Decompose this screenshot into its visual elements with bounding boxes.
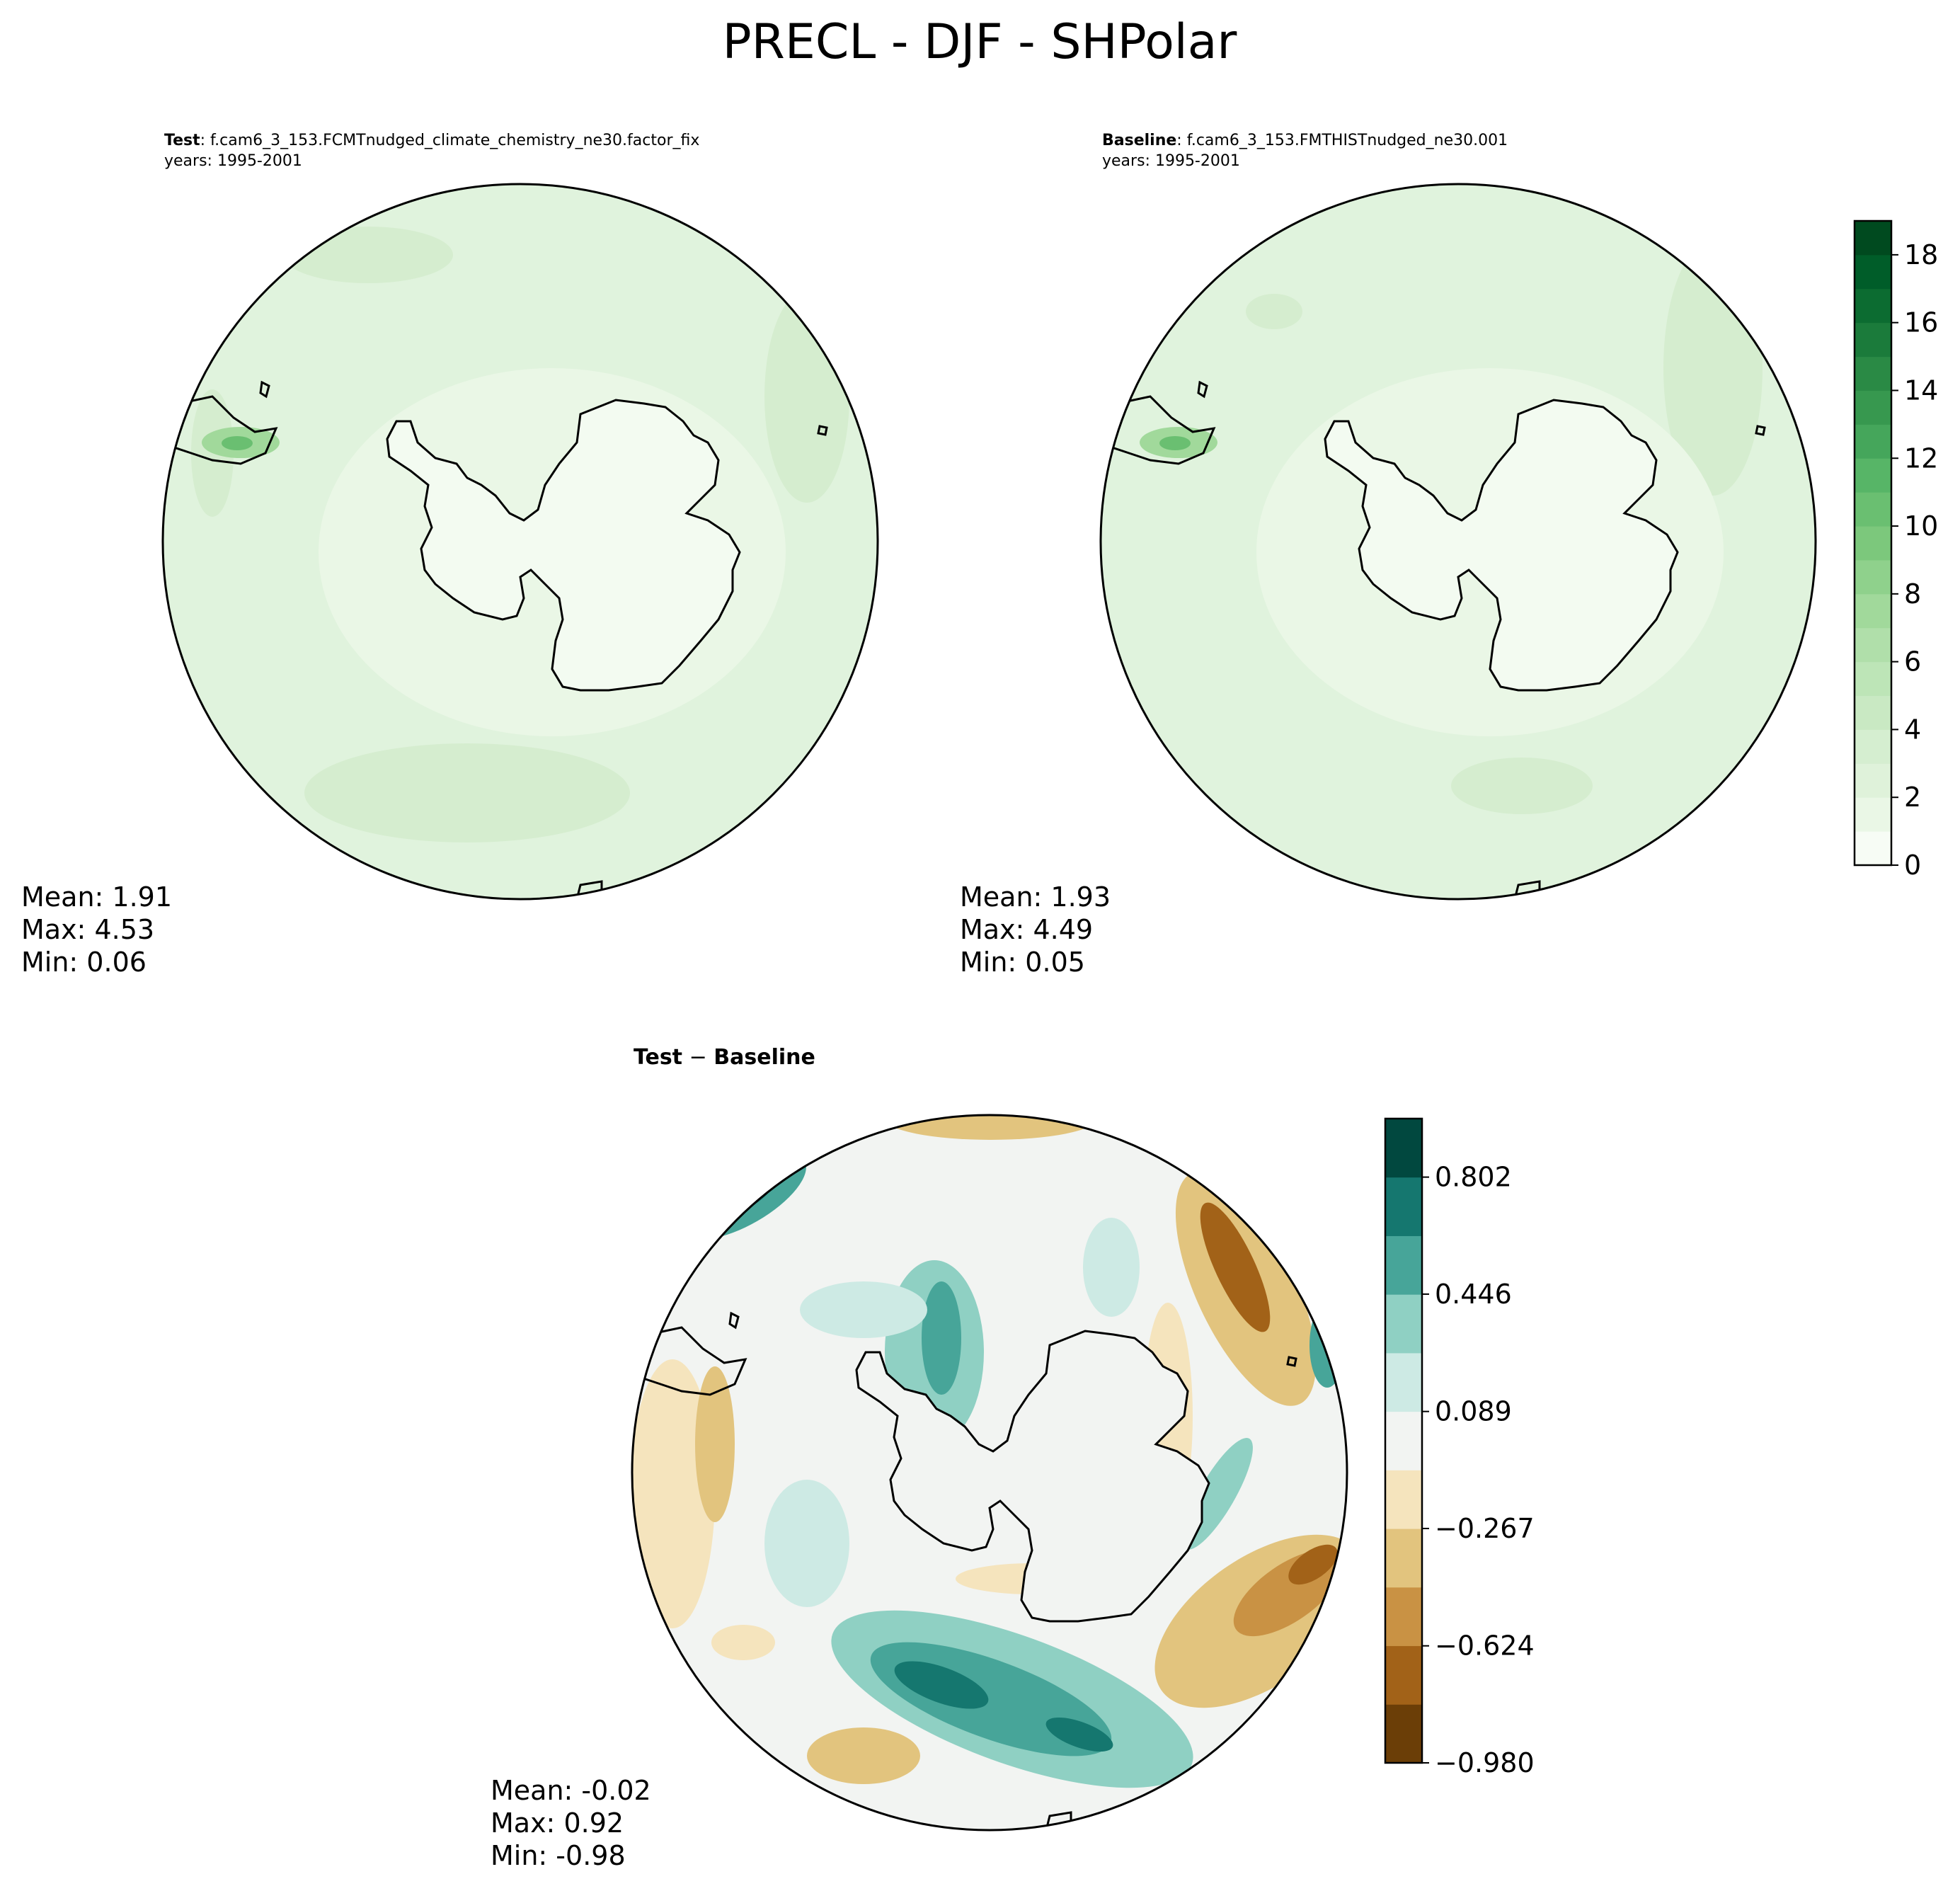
baseline-max: Max: 4.49 xyxy=(960,914,1093,945)
baseline-years: years: 1995-2001 xyxy=(1102,152,1240,170)
brbg-colorbar-level xyxy=(1385,1177,1422,1236)
brbg-colorbar-level xyxy=(1385,1119,1422,1178)
brbg-colorbar-tick-label: −0.980 xyxy=(1435,1747,1535,1778)
diff-map-boundary xyxy=(631,1114,1348,1832)
greens-colorbar-level xyxy=(1855,661,1891,697)
greens-colorbar-level xyxy=(1855,322,1891,358)
greens-colorbar-tick-label: 12 xyxy=(1904,442,1938,474)
greens-colorbar: 0 2 4 6 8 10 12 14 16 18 xyxy=(1853,219,1938,881)
baseline-mean: Mean: 1.93 xyxy=(960,881,1111,913)
greens-colorbar-level xyxy=(1855,288,1891,324)
greens-colorbar-level xyxy=(1855,356,1891,391)
test-panel: Test: f.cam6_3_153.FCMTnudged_climate_ch… xyxy=(21,132,879,978)
test-panel-header: Test: f.cam6_3_153.FCMTnudged_climate_ch… xyxy=(164,132,699,149)
test-max: Max: 4.53 xyxy=(21,914,154,945)
greens-colorbar-level xyxy=(1855,695,1891,730)
brbg-colorbar-level xyxy=(1385,1645,1422,1705)
brbg-colorbar-tick-label: 0.446 xyxy=(1435,1279,1512,1310)
brbg-colorbar-level xyxy=(1385,1352,1422,1412)
brbg-colorbar-level xyxy=(1385,1704,1422,1764)
greens-colorbar-level xyxy=(1855,424,1891,459)
diff-map xyxy=(632,1115,1347,1830)
diff-max: Max: 0.92 xyxy=(491,1807,624,1839)
brbg-colorbar-level xyxy=(1385,1587,1422,1647)
greens-colorbar-level xyxy=(1855,390,1891,425)
test-years: years: 1995-2001 xyxy=(164,152,302,170)
baseline-label: Baseline xyxy=(1102,132,1176,149)
baseline-map-boundary xyxy=(1099,183,1817,901)
diff-min: Min: -0.98 xyxy=(491,1840,626,1871)
brbg-colorbar-tick-label: −0.267 xyxy=(1435,1513,1535,1544)
brbg-colorbar-level xyxy=(1385,1235,1422,1295)
greens-colorbar-tick-label: 2 xyxy=(1904,782,1921,813)
figure-title: PRECL - DJF - SHPolar xyxy=(723,14,1237,70)
greens-colorbar-tick-label: 16 xyxy=(1904,307,1938,338)
greens-colorbar-level xyxy=(1855,559,1891,595)
greens-colorbar-level xyxy=(1855,221,1891,256)
greens-colorbar-level xyxy=(1855,526,1891,561)
test-map xyxy=(163,184,878,899)
greens-colorbar-level xyxy=(1855,458,1891,493)
diff-mean: Mean: -0.02 xyxy=(491,1775,651,1806)
greens-colorbar-level xyxy=(1855,831,1891,866)
test-min: Min: 0.06 xyxy=(21,947,147,978)
greens-colorbar-tick-label: 14 xyxy=(1904,375,1938,406)
greens-colorbar-tick-label: 10 xyxy=(1904,510,1938,542)
baseline-panel: Baseline: f.cam6_3_153.FMTHISTnudged_ne3… xyxy=(960,132,1817,978)
test-mean: Mean: 1.91 xyxy=(21,881,172,913)
brbg-colorbar-level xyxy=(1385,1529,1422,1588)
greens-colorbar-tick-label: 4 xyxy=(1904,714,1921,745)
greens-colorbar-tick-label: 6 xyxy=(1904,646,1921,678)
greens-colorbar-frame xyxy=(1853,219,1893,867)
greens-colorbar-level xyxy=(1855,797,1891,832)
diff-panel-title: Test − Baseline xyxy=(634,1045,815,1070)
test-label: Test xyxy=(164,132,200,149)
greens-colorbar-tick-label: 0 xyxy=(1904,850,1921,881)
greens-colorbar-level xyxy=(1855,729,1891,764)
baseline-min: Min: 0.05 xyxy=(960,947,1085,978)
greens-colorbar-level xyxy=(1855,627,1891,663)
diff-panel: Test − Baseline xyxy=(491,1045,1348,1871)
brbg-colorbar-level xyxy=(1385,1470,1422,1529)
brbg-colorbar-tick-label: 0.089 xyxy=(1435,1396,1512,1427)
greens-colorbar-tick-label: 8 xyxy=(1904,578,1921,610)
brbg-colorbar-tick-label: −0.624 xyxy=(1435,1630,1535,1662)
greens-colorbar-level xyxy=(1855,763,1891,798)
greens-colorbar-level xyxy=(1855,254,1891,290)
diff-label-baseline: Baseline xyxy=(713,1045,815,1070)
brbg-colorbar-level xyxy=(1385,1294,1422,1354)
brbg-colorbar-tick-label: 0.802 xyxy=(1435,1162,1512,1193)
greens-colorbar-level xyxy=(1855,492,1891,527)
greens-colorbar-tick-label: 18 xyxy=(1904,239,1938,270)
baseline-map xyxy=(1101,184,1816,899)
brbg-colorbar-level xyxy=(1385,1411,1422,1470)
diff-label-sep: − xyxy=(682,1045,713,1070)
baseline-case-name: : f.cam6_3_153.FMTHISTnudged_ne30.001 xyxy=(1176,132,1508,149)
baseline-panel-header: Baseline: f.cam6_3_153.FMTHISTnudged_ne3… xyxy=(1102,132,1508,149)
test-case-name: : f.cam6_3_153.FCMTnudged_climate_chemis… xyxy=(200,132,700,149)
diff-label-test: Test xyxy=(634,1045,682,1070)
test-map-boundary xyxy=(161,183,879,901)
brbg-colorbar-frame xyxy=(1384,1117,1423,1764)
brbg-colorbar: −0.980 −0.624 −0.267 0.089 0.446 0.802 xyxy=(1384,1117,1535,1778)
greens-colorbar-level xyxy=(1855,593,1891,629)
